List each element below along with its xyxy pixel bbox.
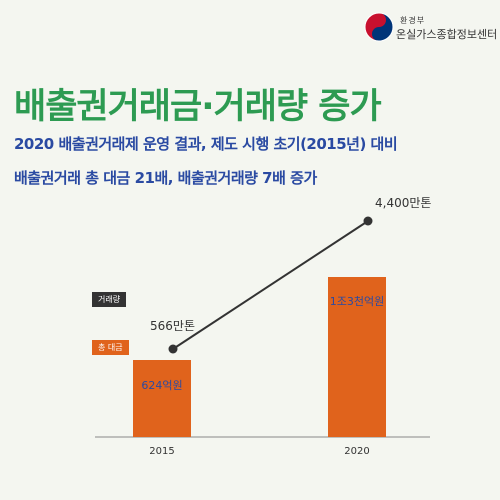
subtitle-2: 배출권거래 총 대금 21배, 배출권거래량 7배 증가 xyxy=(14,169,317,187)
amount-label-2020: 1조3천억원 xyxy=(330,294,384,308)
volume-label-2015: 566만톤 xyxy=(150,319,195,333)
x-tick-label-2015: 2015 xyxy=(149,446,174,457)
page-title: 배출권거래금·거래량 증가 xyxy=(14,87,382,127)
taegeuk-emblem-icon xyxy=(364,12,394,42)
legend-amount: 총 대금 xyxy=(92,340,129,355)
bar-2015 xyxy=(133,360,191,437)
x-tick-label-2020: 2020 xyxy=(344,446,369,457)
volume-line xyxy=(172,220,369,350)
center-name: 온실가스종합정보센터 xyxy=(396,28,498,41)
legend-volume: 거래량 xyxy=(92,292,127,307)
ministry-logo: 환경부 온실가스종합정보센터 xyxy=(364,8,498,44)
ministry-name: 환경부 xyxy=(400,16,426,25)
subtitle-1: 2020 배출권거래제 운영 결과, 제도 시행 초기(2015년) 대비 xyxy=(14,135,398,153)
bar-2020 xyxy=(328,277,386,437)
amount-label-2015: 624억원 xyxy=(141,379,182,392)
volume-point-2015 xyxy=(168,344,178,354)
volume-label-2020: 4,400만톤 xyxy=(375,196,431,210)
volume-point-2020 xyxy=(363,216,373,226)
